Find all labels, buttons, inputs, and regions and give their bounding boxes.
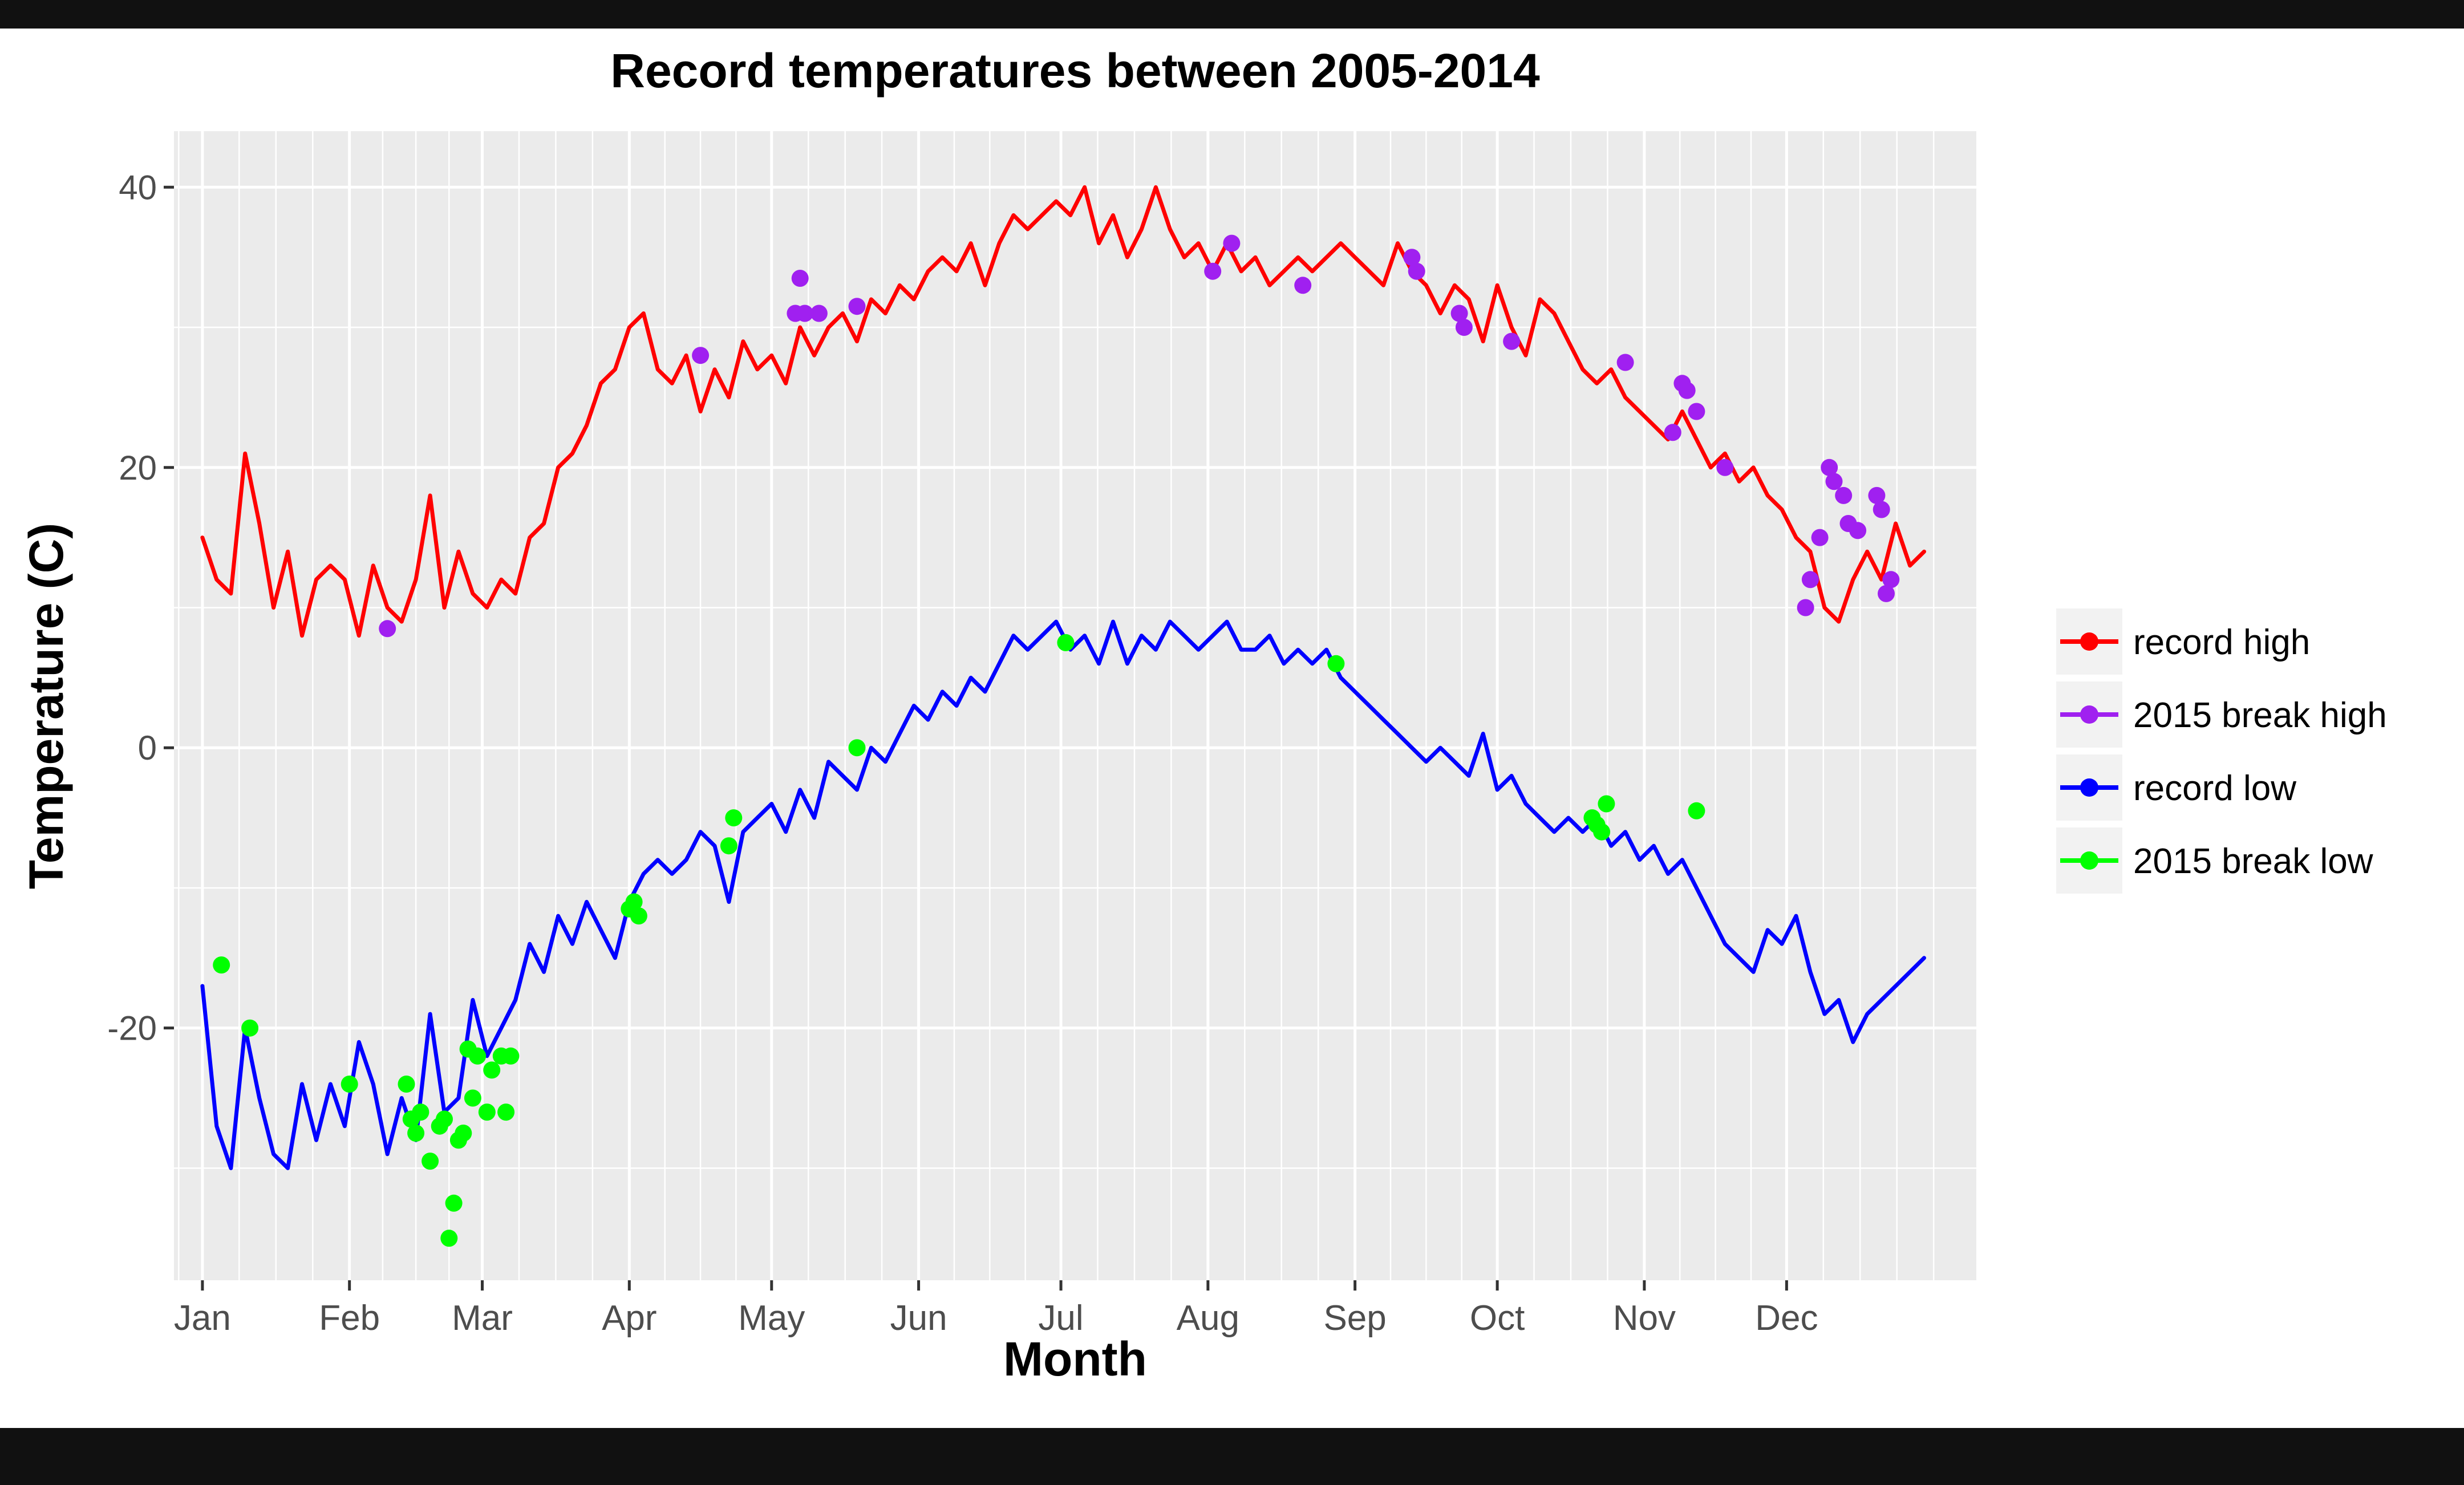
2015-break-high-point [1882,571,1900,589]
x-tick-label: Mar [452,1299,513,1338]
x-tick-label: Jan [174,1299,231,1338]
x-tick-label: Aug [1177,1299,1239,1338]
2015-break-high-point [1688,403,1705,420]
x-tick-label: Nov [1613,1299,1676,1338]
2015-break-low-point [483,1061,501,1079]
2015-break-high-point [1204,262,1222,280]
temperature-chart: Record temperatures between 2005-2014 -2… [19,44,2430,1386]
2015-break-low-point [436,1110,453,1128]
2015-break-high-point [1678,382,1696,399]
chart-title: Record temperatures between 2005-2014 [610,44,1540,98]
x-tick-label: Feb [319,1299,380,1338]
2015-break-low-point [1593,823,1611,841]
x-tick-label: Oct [1470,1299,1525,1338]
2015-break-low-point [241,1019,259,1037]
2015-break-high-point [1408,262,1425,280]
2015-break-low-point [455,1125,472,1142]
2015-break-high-point [791,270,809,287]
2015-break-low-point [1327,655,1345,672]
2015-break-low-point [412,1103,429,1121]
record-high-legend-marker [2080,632,2098,651]
2015-break-high-point [1223,234,1241,252]
2015-break-high-point [1825,473,1843,490]
2015-break-high-point [1450,305,1468,322]
x-axis-title: Month [1003,1332,1147,1386]
plot-panel [174,131,1976,1280]
legend: record high 2015 break high record low 2015… [2053,599,2430,895]
y-tick-label: -20 [107,1009,157,1048]
2015-break-high-point [1878,585,1895,602]
2015-break-high-point [379,620,396,638]
2015-break-low-legend-marker [2080,851,2098,870]
2015-break-high-point [1835,486,1853,504]
2015-break-low-point [407,1125,425,1142]
legend-label: 2015 break high [2133,696,2387,735]
x-tick-label: Dec [1755,1299,1818,1338]
2015-break-high-point [848,298,866,315]
x-tick-label: Apr [602,1299,656,1338]
2015-break-high-point [1868,486,1886,504]
x-tick-label: Jul [1038,1299,1083,1338]
2015-break-low-point [625,893,643,911]
x-tick-label: Sep [1323,1299,1386,1338]
2015-break-high-point [1849,522,1867,539]
2015-break-low-point [848,739,866,757]
2015-break-high-point [796,305,813,322]
2015-break-high-point [810,305,828,322]
legend-label: record high [2133,623,2310,662]
data-layer [200,185,1926,1247]
2015-break-low-point [1598,795,1615,813]
y-tick-label: 20 [119,449,157,487]
2015-break-low-point [341,1076,358,1093]
2015-break-high-point [1664,424,1681,441]
2015-break-low-point [497,1103,515,1121]
chart-figure: Record temperatures between 2005-2014 -2… [0,29,2464,1428]
2015-break-low-point [630,907,647,925]
y-tick-label: 40 [119,168,157,206]
y-axis-title: Temperature (C) [19,523,73,890]
2015-break-low-point [464,1089,481,1107]
x-tick-label: Jun [890,1299,947,1338]
2015-break-low-point [1688,802,1705,819]
2015-break-low-point [440,1230,458,1247]
2015-break-high-point [1797,599,1814,616]
2015-break-low-point [1057,634,1075,651]
x-tick-label: May [738,1299,805,1338]
2015-break-high-point [1716,459,1734,476]
2015-break-low-point [720,837,737,855]
grid-lines [174,131,1976,1280]
2015-break-low-point [469,1047,487,1065]
2015-break-high-point [1801,571,1819,589]
y-axis: -20 0 20 40 [107,168,174,1048]
2015-break-low-point [478,1103,496,1121]
record-low-legend-marker [2080,778,2098,797]
2015-break-high-point [1294,277,1312,294]
2015-break-high-point [1811,529,1829,546]
2015-break-low-point [445,1194,463,1212]
2015-break-high-point [1616,354,1634,371]
2015-break-low-point [725,809,743,827]
2015-break-high-point [1873,501,1890,518]
2015-break-high-point [1455,319,1473,336]
legend-label: 2015 break low [2133,842,2373,881]
x-axis: Jan Feb Mar Apr May Jun Jul Aug Sep Oct Nov Dec [174,1280,1818,1338]
2015-break-low-point [502,1047,520,1065]
2015-break-low-point [213,956,230,974]
2015-break-high-point [1403,249,1421,266]
record-high-line [200,185,1926,638]
y-tick-label: 0 [138,729,157,767]
2015-break-low-point [398,1076,415,1093]
2015-break-high-legend-marker [2080,705,2098,724]
2015-break-high-point [1503,332,1521,350]
2015-break-low-point [422,1153,439,1170]
2015-break-high-point [692,347,710,364]
2015-break-high-point [1821,459,1838,476]
legend-label: record low [2133,769,2296,808]
